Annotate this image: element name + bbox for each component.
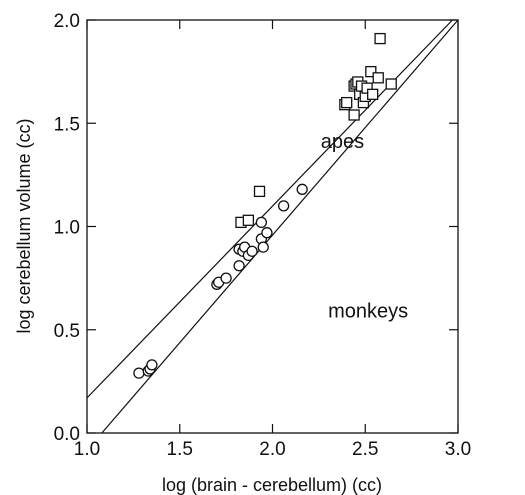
regression-line bbox=[86, 19, 453, 399]
square-point bbox=[367, 88, 379, 100]
circle-point bbox=[257, 241, 269, 253]
circle-point bbox=[220, 272, 232, 284]
x-tick-label: 2.0 bbox=[259, 439, 285, 460]
y-tick-label: 1.0 bbox=[54, 218, 80, 239]
circle-point bbox=[146, 359, 158, 371]
circle-point bbox=[255, 216, 268, 229]
x-tick-label: 2.5 bbox=[352, 439, 378, 460]
square-point bbox=[374, 32, 386, 45]
square-point bbox=[348, 109, 360, 121]
y-axis-label: log cerebellum volume (cc) bbox=[14, 118, 34, 333]
square-point bbox=[242, 214, 255, 226]
circle-point bbox=[246, 245, 258, 257]
circle-point bbox=[233, 260, 245, 272]
annotation-label: apes bbox=[321, 131, 364, 153]
annotations: apes monkeys bbox=[321, 131, 408, 322]
square-point bbox=[341, 96, 353, 109]
square-point bbox=[385, 78, 397, 90]
y-tick-label: 2.0 bbox=[54, 11, 80, 32]
circle-point bbox=[277, 200, 290, 212]
circle-point bbox=[296, 183, 308, 195]
square-point bbox=[365, 65, 377, 78]
y-tick-label: 0.5 bbox=[54, 321, 80, 342]
x-tick-label: 1.0 bbox=[74, 439, 100, 460]
square-point bbox=[253, 185, 266, 198]
circle-point bbox=[261, 227, 273, 239]
square-point bbox=[372, 72, 384, 84]
regression-line bbox=[101, 19, 459, 434]
axis-ticks: 1.0 1.5 2.0 2.5 3.0 0.0 0.5 1.0 1.5 2.0 bbox=[54, 11, 472, 460]
x-axis-label: log (brain - cerebellum) (cc) bbox=[162, 475, 382, 495]
y-tick-label: 1.5 bbox=[54, 114, 80, 135]
circle-point bbox=[133, 367, 145, 379]
data-points bbox=[133, 32, 397, 379]
x-tick-label: 1.5 bbox=[167, 439, 193, 460]
x-tick-label: 3.0 bbox=[445, 439, 471, 460]
annotation-label: monkeys bbox=[328, 300, 408, 322]
y-tick-label: 0.0 bbox=[54, 424, 80, 445]
